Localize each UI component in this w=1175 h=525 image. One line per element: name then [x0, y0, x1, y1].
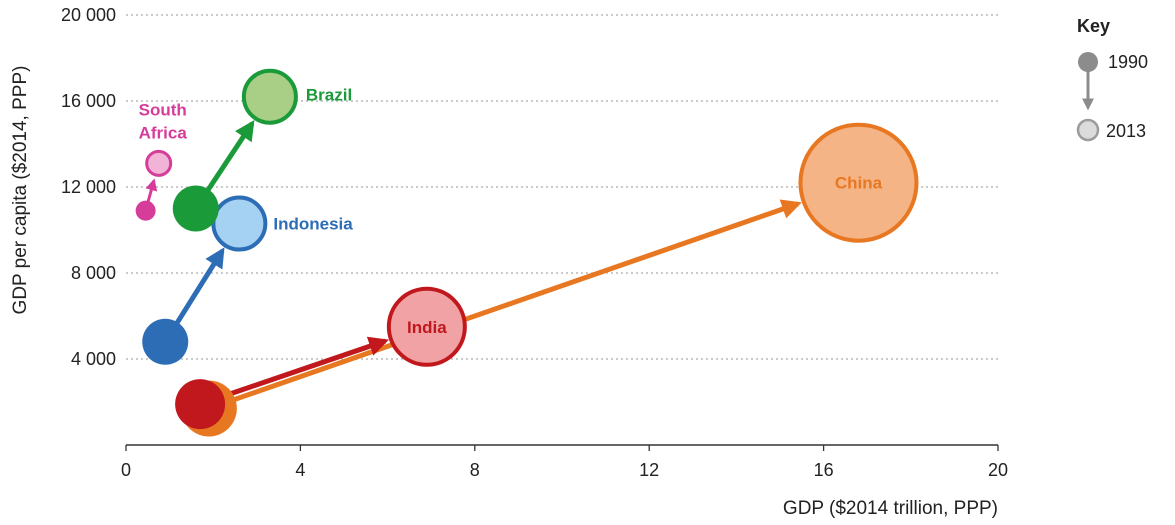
brazil-2013-point [241, 68, 298, 125]
x-tick-label-4: 4 [295, 460, 305, 480]
brazil-label: Brazil [306, 86, 352, 105]
x-tick-label-0: 0 [121, 460, 131, 480]
legend: Key 1990 2013 [1076, 16, 1148, 142]
trajectory-arrows [144, 120, 802, 411]
legend-start-marker [1078, 52, 1098, 72]
y-tick-label-4000: 4 000 [71, 349, 116, 369]
axes: 4 000 8 000 12 000 16 000 20 000 0 4 8 12 16 20 GDP… [10, 5, 1008, 519]
x-tick-label-12: 12 [639, 460, 659, 480]
y-tick-label-16000: 16 000 [61, 91, 116, 111]
y-axis-title: GDP per capita ($2014, PPP) [10, 66, 31, 315]
south-africa-2013-point [145, 149, 173, 177]
y-tick-label-12000: 12 000 [61, 177, 116, 197]
china-label: China [835, 174, 883, 193]
legend-end-label: 2013 [1106, 121, 1146, 141]
y-tick-label-8000: 8 000 [71, 263, 116, 283]
china-arrow [208, 199, 802, 411]
x-axis-title: GDP ($2014 trillion, PPP) [783, 498, 998, 519]
x-tick-label-16: 16 [814, 460, 834, 480]
legend-start-label: 1990 [1108, 52, 1148, 72]
south-africa-label-line-1: South [139, 100, 187, 119]
india-1990-point [175, 379, 226, 430]
legend-end-marker [1076, 118, 1100, 142]
data-points [135, 68, 919, 437]
china-2013-point [798, 122, 919, 243]
x-tick-label-20: 20 [988, 460, 1008, 480]
x-tick-label-8: 8 [470, 460, 480, 480]
south-africa-label-line-2: Africa [139, 123, 188, 142]
indonesia-1990-point [142, 318, 189, 365]
y-tick-label-20000: 20 000 [61, 5, 116, 25]
brazil-1990-point [172, 185, 219, 232]
south-africa-1990-point [135, 200, 156, 221]
india-2013-point [386, 286, 467, 367]
indonesia-2013-point [211, 195, 268, 252]
india-label: India [407, 318, 447, 337]
series-labels: China India Brazil Indonesia South Africa [139, 86, 883, 337]
legend-title: Key [1077, 16, 1110, 36]
indonesia-label: Indonesia [273, 215, 353, 234]
